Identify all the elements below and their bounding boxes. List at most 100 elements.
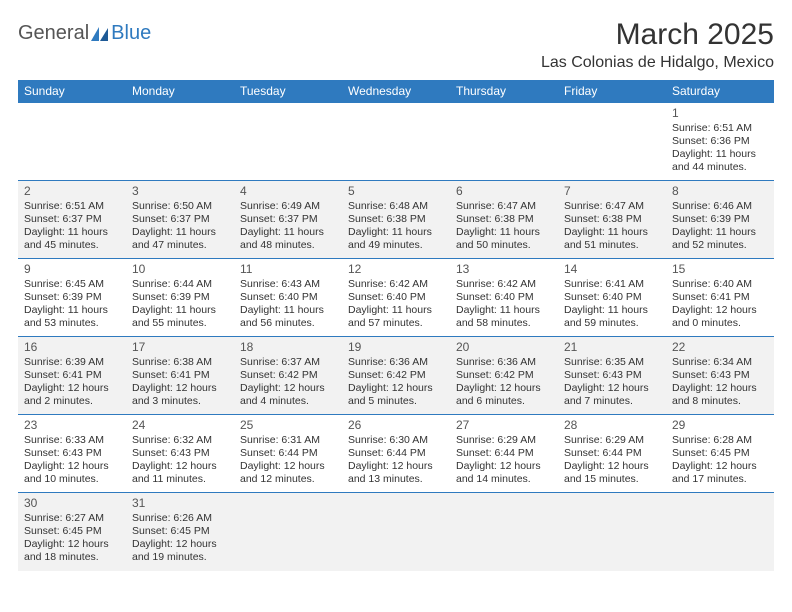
sunrise-text: Sunrise: 6:39 AM [24,356,120,369]
sunrise-text: Sunrise: 6:51 AM [24,200,120,213]
title-block: March 2025 Las Colonias de Hidalgo, Mexi… [541,18,774,72]
sunset-text: Sunset: 6:44 PM [456,447,552,460]
sunrise-text: Sunrise: 6:51 AM [672,122,768,135]
sunrise-text: Sunrise: 6:36 AM [348,356,444,369]
sunrise-text: Sunrise: 6:28 AM [672,434,768,447]
daylight-text: Daylight: 12 hours and 13 minutes. [348,460,444,486]
header: General Blue March 2025 Las Colonias de … [18,18,774,72]
sunset-text: Sunset: 6:39 PM [672,213,768,226]
week-row: 23Sunrise: 6:33 AMSunset: 6:43 PMDayligh… [18,415,774,493]
sunrise-text: Sunrise: 6:35 AM [564,356,660,369]
sunrise-text: Sunrise: 6:47 AM [456,200,552,213]
sunset-text: Sunset: 6:40 PM [240,291,336,304]
day-cell [234,493,342,571]
sunrise-text: Sunrise: 6:42 AM [456,278,552,291]
day-number: 13 [456,262,552,277]
sunset-text: Sunset: 6:41 PM [24,369,120,382]
location: Las Colonias de Hidalgo, Mexico [541,54,774,72]
sunrise-text: Sunrise: 6:46 AM [672,200,768,213]
daylight-text: Daylight: 11 hours and 50 minutes. [456,226,552,252]
daylight-text: Daylight: 12 hours and 12 minutes. [240,460,336,486]
day-number: 19 [348,340,444,355]
day-cell: 11Sunrise: 6:43 AMSunset: 6:40 PMDayligh… [234,259,342,337]
daylight-text: Daylight: 12 hours and 17 minutes. [672,460,768,486]
day-header: Wednesday [342,80,450,103]
day-cell: 8Sunrise: 6:46 AMSunset: 6:39 PMDaylight… [666,181,774,259]
daylight-text: Daylight: 11 hours and 44 minutes. [672,148,768,174]
day-cell: 13Sunrise: 6:42 AMSunset: 6:40 PMDayligh… [450,259,558,337]
daylight-text: Daylight: 11 hours and 48 minutes. [240,226,336,252]
day-number: 3 [132,184,228,199]
sunrise-text: Sunrise: 6:50 AM [132,200,228,213]
day-number: 26 [348,418,444,433]
day-cell: 28Sunrise: 6:29 AMSunset: 6:44 PMDayligh… [558,415,666,493]
week-row: 2Sunrise: 6:51 AMSunset: 6:37 PMDaylight… [18,181,774,259]
daylight-text: Daylight: 11 hours and 53 minutes. [24,304,120,330]
sunset-text: Sunset: 6:40 PM [456,291,552,304]
calendar-body: 1Sunrise: 6:51 AMSunset: 6:36 PMDaylight… [18,103,774,571]
day-number: 8 [672,184,768,199]
sunrise-text: Sunrise: 6:38 AM [132,356,228,369]
daylight-text: Daylight: 12 hours and 0 minutes. [672,304,768,330]
week-row: 9Sunrise: 6:45 AMSunset: 6:39 PMDaylight… [18,259,774,337]
daylight-text: Daylight: 12 hours and 11 minutes. [132,460,228,486]
logo-text-blue: Blue [111,22,151,45]
sunrise-text: Sunrise: 6:42 AM [348,278,444,291]
day-cell: 18Sunrise: 6:37 AMSunset: 6:42 PMDayligh… [234,337,342,415]
sunset-text: Sunset: 6:38 PM [564,213,660,226]
day-cell: 2Sunrise: 6:51 AMSunset: 6:37 PMDaylight… [18,181,126,259]
sunrise-text: Sunrise: 6:45 AM [24,278,120,291]
day-cell: 3Sunrise: 6:50 AMSunset: 6:37 PMDaylight… [126,181,234,259]
daylight-text: Daylight: 11 hours and 45 minutes. [24,226,120,252]
day-number: 25 [240,418,336,433]
day-cell: 31Sunrise: 6:26 AMSunset: 6:45 PMDayligh… [126,493,234,571]
week-row: 1Sunrise: 6:51 AMSunset: 6:36 PMDaylight… [18,103,774,181]
day-cell: 19Sunrise: 6:36 AMSunset: 6:42 PMDayligh… [342,337,450,415]
daylight-text: Daylight: 11 hours and 49 minutes. [348,226,444,252]
day-cell: 25Sunrise: 6:31 AMSunset: 6:44 PMDayligh… [234,415,342,493]
daylight-text: Daylight: 11 hours and 57 minutes. [348,304,444,330]
day-number: 11 [240,262,336,277]
month-title: March 2025 [541,18,774,52]
sunrise-text: Sunrise: 6:32 AM [132,434,228,447]
sunset-text: Sunset: 6:45 PM [132,525,228,538]
sunrise-text: Sunrise: 6:30 AM [348,434,444,447]
daylight-text: Daylight: 12 hours and 5 minutes. [348,382,444,408]
sunset-text: Sunset: 6:37 PM [240,213,336,226]
sunrise-text: Sunrise: 6:27 AM [24,512,120,525]
calendar-table: SundayMondayTuesdayWednesdayThursdayFrid… [18,80,774,571]
day-header: Tuesday [234,80,342,103]
day-cell: 24Sunrise: 6:32 AMSunset: 6:43 PMDayligh… [126,415,234,493]
day-number: 4 [240,184,336,199]
daylight-text: Daylight: 11 hours and 52 minutes. [672,226,768,252]
daylight-text: Daylight: 12 hours and 15 minutes. [564,460,660,486]
daylight-text: Daylight: 12 hours and 7 minutes. [564,382,660,408]
day-cell: 15Sunrise: 6:40 AMSunset: 6:41 PMDayligh… [666,259,774,337]
day-number: 9 [24,262,120,277]
day-number: 29 [672,418,768,433]
day-cell: 10Sunrise: 6:44 AMSunset: 6:39 PMDayligh… [126,259,234,337]
day-number: 15 [672,262,768,277]
sunrise-text: Sunrise: 6:48 AM [348,200,444,213]
daylight-text: Daylight: 11 hours and 59 minutes. [564,304,660,330]
sunset-text: Sunset: 6:45 PM [24,525,120,538]
day-cell [18,103,126,181]
day-cell: 1Sunrise: 6:51 AMSunset: 6:36 PMDaylight… [666,103,774,181]
sunrise-text: Sunrise: 6:29 AM [456,434,552,447]
sunrise-text: Sunrise: 6:43 AM [240,278,336,291]
day-number: 12 [348,262,444,277]
day-cell [450,103,558,181]
day-number: 17 [132,340,228,355]
sunrise-text: Sunrise: 6:40 AM [672,278,768,291]
day-header: Thursday [450,80,558,103]
sunset-text: Sunset: 6:45 PM [672,447,768,460]
day-cell: 5Sunrise: 6:48 AMSunset: 6:38 PMDaylight… [342,181,450,259]
day-cell: 17Sunrise: 6:38 AMSunset: 6:41 PMDayligh… [126,337,234,415]
sunset-text: Sunset: 6:43 PM [132,447,228,460]
day-header: Sunday [18,80,126,103]
sunset-text: Sunset: 6:38 PM [348,213,444,226]
daylight-text: Daylight: 11 hours and 51 minutes. [564,226,660,252]
sunset-text: Sunset: 6:42 PM [348,369,444,382]
sunrise-text: Sunrise: 6:33 AM [24,434,120,447]
daylight-text: Daylight: 11 hours and 58 minutes. [456,304,552,330]
